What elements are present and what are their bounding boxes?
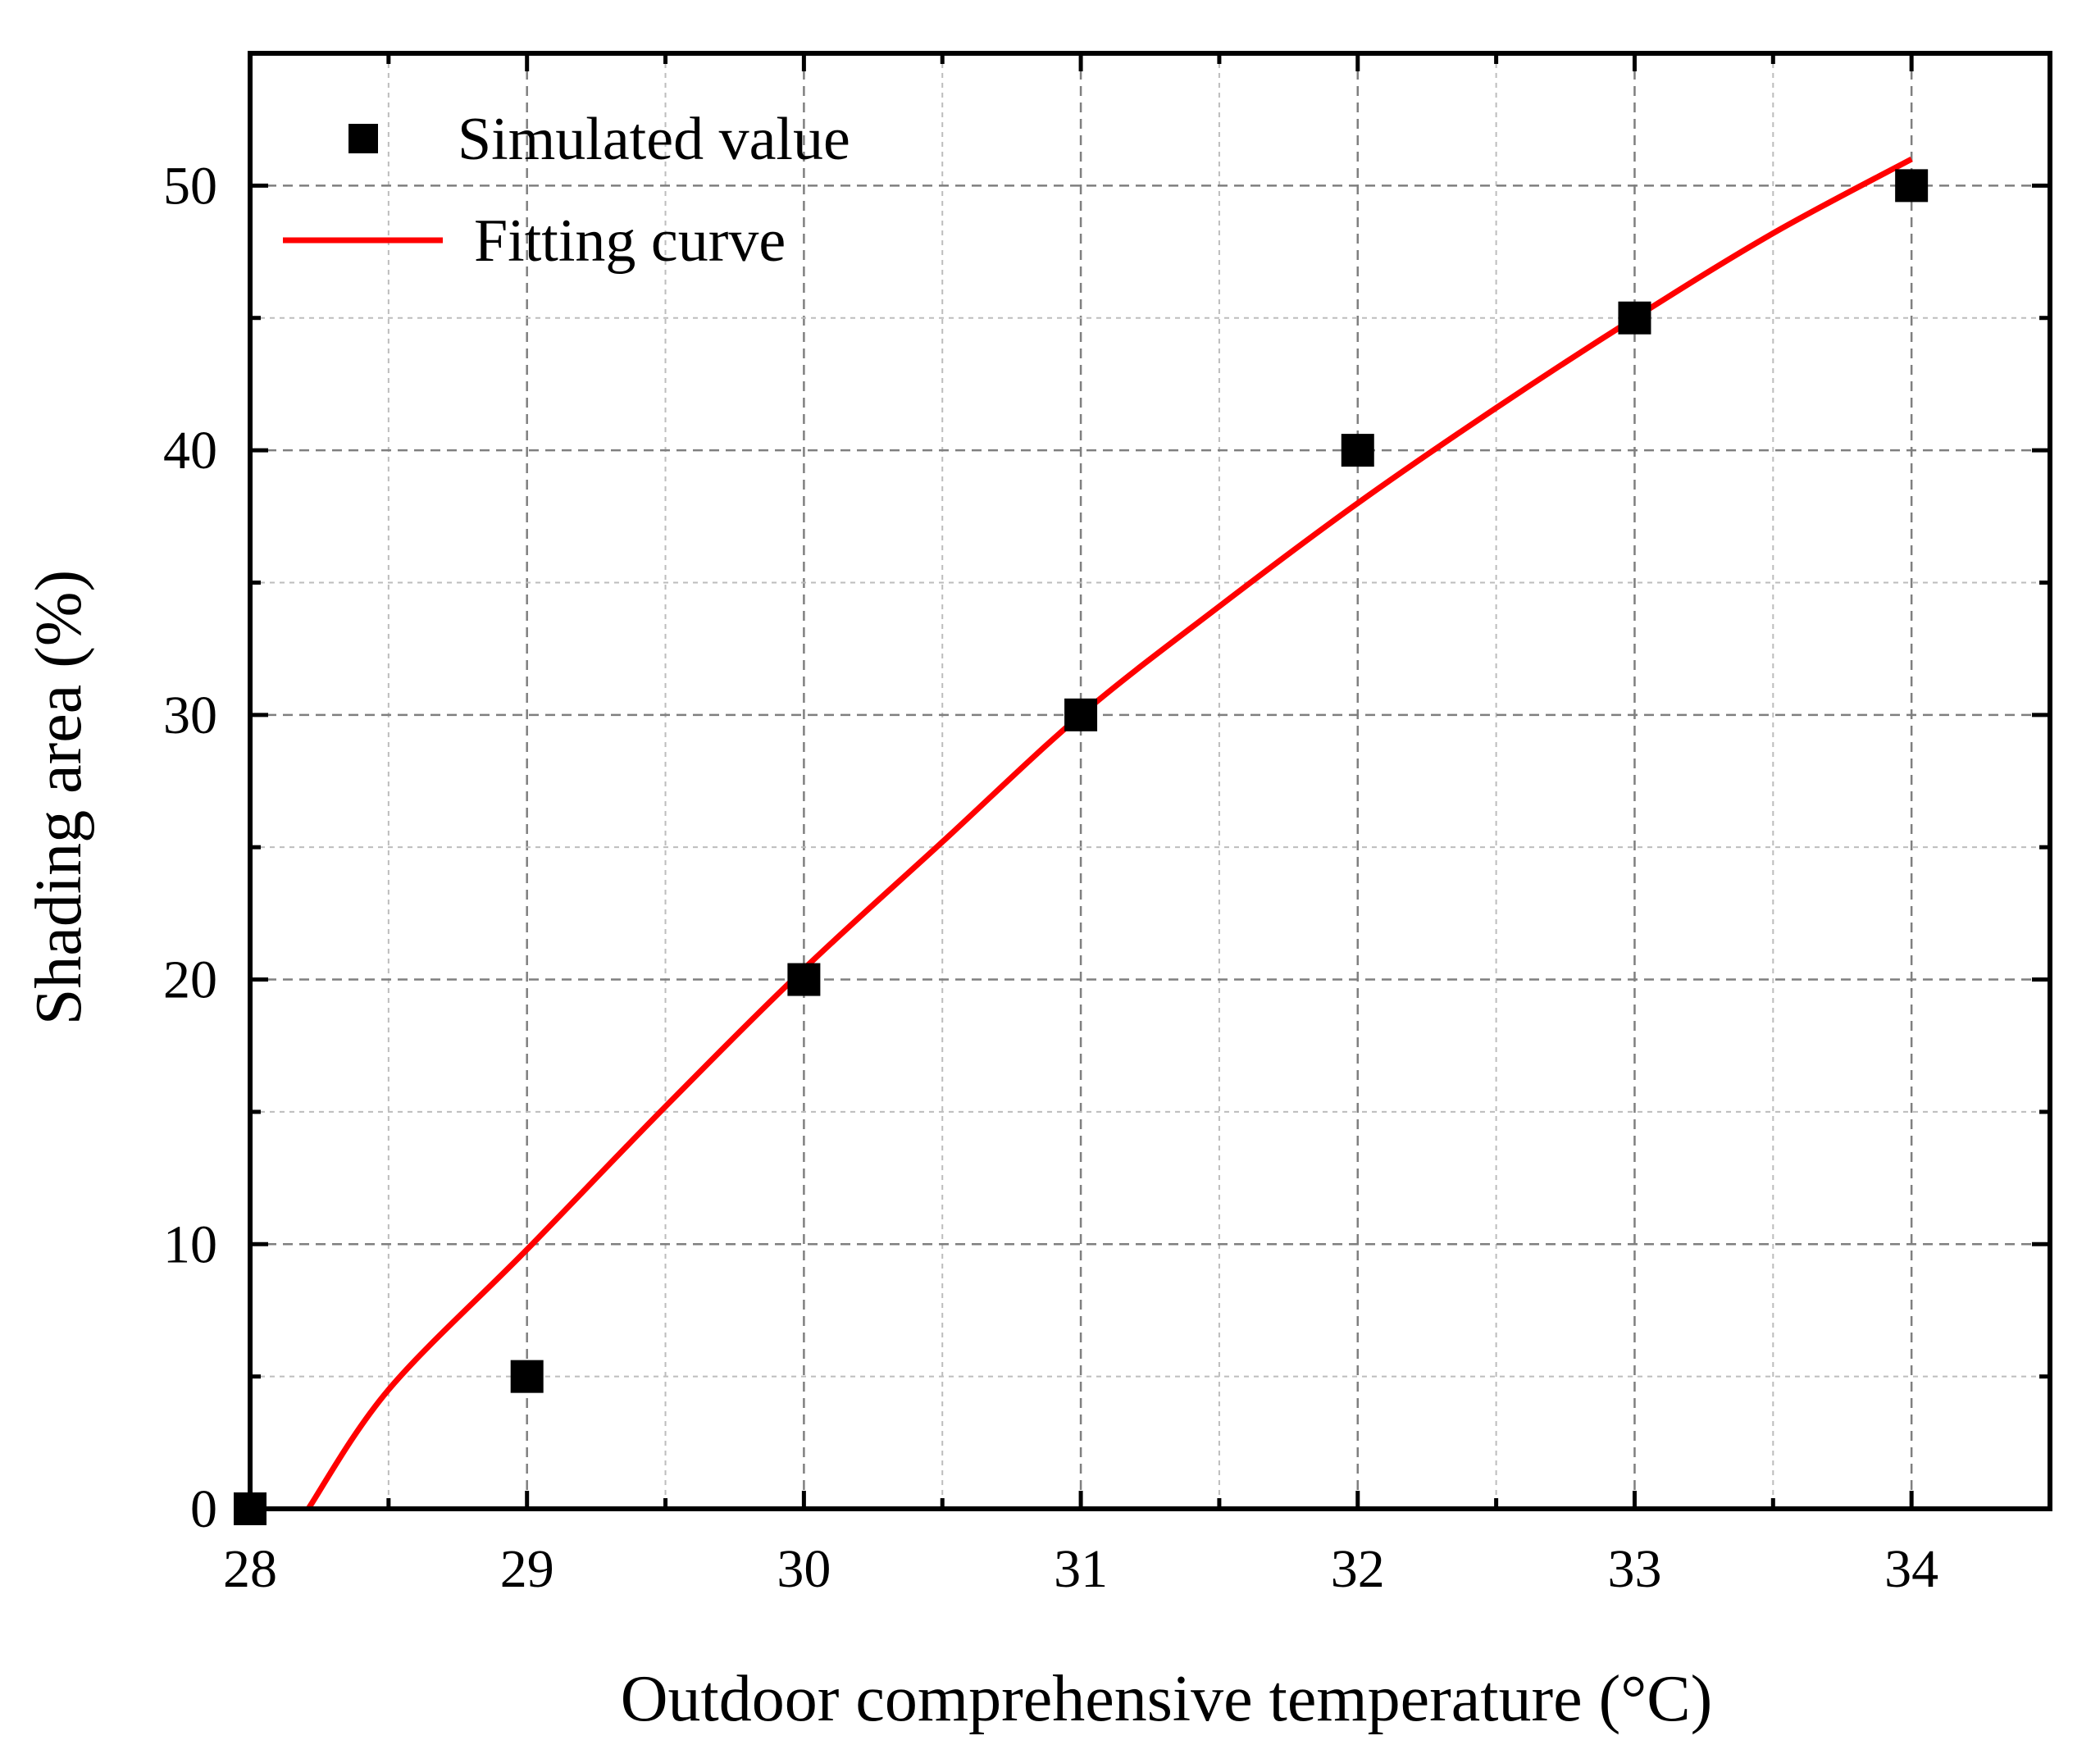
x-axis-title: Outdoor comprehensive temperature (°C): [621, 1663, 1713, 1735]
fitting-curve-line: [306, 157, 1913, 1510]
tick-labels: 28 29 30 31 32 33 34 0 10 20 30 40 50: [163, 156, 1938, 1599]
y-tick-label: 30: [163, 686, 217, 745]
y-axis-title: Shading area (%): [23, 570, 95, 1025]
simulated-value-point: [1064, 698, 1098, 731]
simulated-value-point: [1618, 301, 1651, 335]
simulated-value-point: [510, 1360, 544, 1393]
legend-label-simulated-value: Simulated value: [458, 106, 850, 173]
x-tick-label: 28: [223, 1539, 277, 1599]
y-tick-label: 40: [163, 421, 217, 481]
legend-marker-simulated-value: [348, 124, 378, 153]
y-tick-label: 10: [163, 1214, 217, 1274]
simulated-value-point: [1341, 434, 1374, 467]
legend: Simulated value Fitting curve: [283, 106, 850, 275]
simulated-value-point: [787, 963, 821, 996]
fitting-curve-series: [306, 157, 1913, 1510]
legend-label-fitting-curve: Fitting curve: [474, 207, 786, 275]
x-tick-label: 30: [777, 1539, 831, 1599]
y-tick-label: 0: [190, 1479, 217, 1539]
simulated-value-point: [1895, 169, 1929, 203]
plot-frame: [248, 51, 2052, 1511]
x-tick-label: 33: [1607, 1539, 1661, 1599]
simulated-value-series: [234, 169, 1929, 1525]
y-tick-label: 50: [163, 156, 217, 216]
grid: [250, 53, 2050, 1509]
y-tick-label: 20: [163, 950, 217, 1010]
x-tick-label: 34: [1884, 1539, 1938, 1599]
x-tick-label: 29: [500, 1539, 554, 1599]
x-tick-label: 31: [1054, 1539, 1108, 1599]
x-tick-label: 32: [1331, 1539, 1385, 1599]
